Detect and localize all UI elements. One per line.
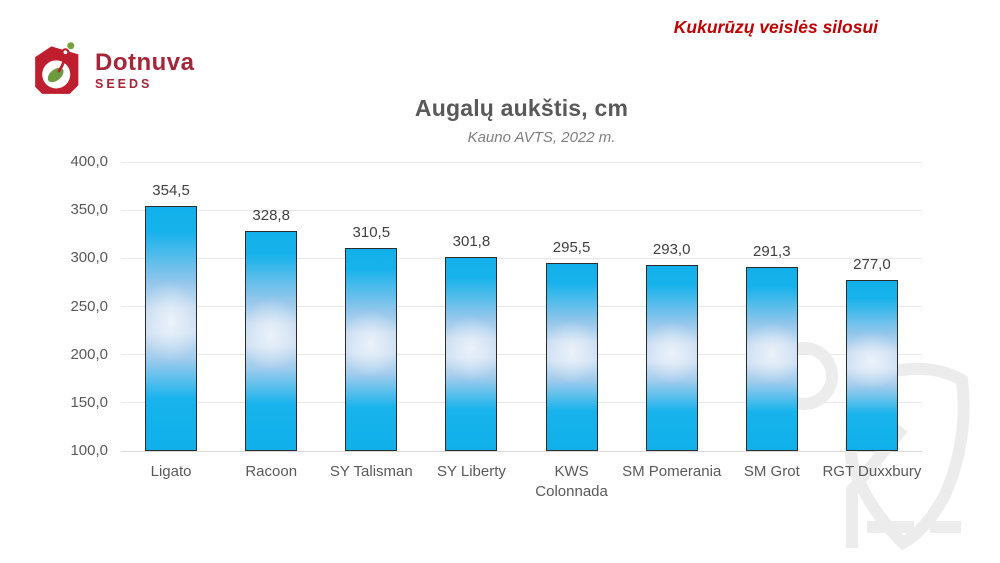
bar (745, 266, 798, 451)
bar-value-label: 295,5 (552, 238, 591, 256)
bar (645, 265, 698, 451)
y-axis-tick-label: 100,0 (70, 442, 108, 459)
bar-value-label: 291,3 (753, 242, 791, 260)
x-axis-line (121, 450, 922, 452)
chart-subtitle: Kauno AVTS, 2022 m. (467, 129, 616, 146)
logo-subtitle: SEEDS (95, 77, 153, 91)
y-axis-tick-label: 300,0 (70, 249, 108, 267)
bar (145, 205, 198, 451)
category-label: RGT Duxxbury (822, 463, 922, 480)
gridline (121, 161, 922, 163)
y-axis-tick-label: 150,0 (70, 393, 108, 411)
tagline: Kukurūzų veislės silosui (673, 17, 878, 37)
bar-value-label: 277,0 (853, 256, 891, 274)
bar (545, 262, 598, 451)
category-label: Ligato (150, 463, 192, 480)
bar-value-label: 328,8 (252, 206, 290, 224)
gridline (121, 402, 922, 404)
category-label: Racoon (245, 463, 298, 480)
gridline (121, 306, 922, 307)
gridline (121, 354, 922, 356)
bar-value-label: 301,8 (452, 232, 491, 250)
logo-name: Dotnuva (95, 49, 195, 76)
dotnuva-logo-icon (35, 42, 79, 94)
bar (345, 248, 398, 451)
y-axis-tick-label: 250,0 (70, 297, 108, 315)
logo-text: Dotnuva SEEDS (95, 42, 195, 91)
y-axis-tick-label: 400,0 (70, 153, 108, 170)
category-label: SY Liberty (436, 463, 506, 480)
gridline (121, 257, 922, 259)
y-axis-tick-label: 200,0 (70, 345, 108, 363)
dotnuva-logo: Dotnuva SEEDS (33, 42, 195, 96)
gridline (121, 209, 922, 211)
bar-value-label: 310,5 (352, 224, 391, 242)
chart-title: Augalų aukštis, cm (414, 95, 629, 121)
category-label: KWS Colonnada (535, 463, 608, 500)
category-label: SY Talisman (329, 463, 413, 480)
bar-value-label: 354,5 (152, 181, 190, 199)
bar (845, 280, 898, 451)
category-label: SM Pomerania (622, 463, 722, 480)
y-axis-tick-label: 350,0 (70, 201, 108, 219)
category-label: SM Grot (743, 463, 800, 480)
bar (245, 230, 298, 451)
bar-value-label: 293,0 (652, 241, 691, 259)
bar (445, 256, 498, 451)
